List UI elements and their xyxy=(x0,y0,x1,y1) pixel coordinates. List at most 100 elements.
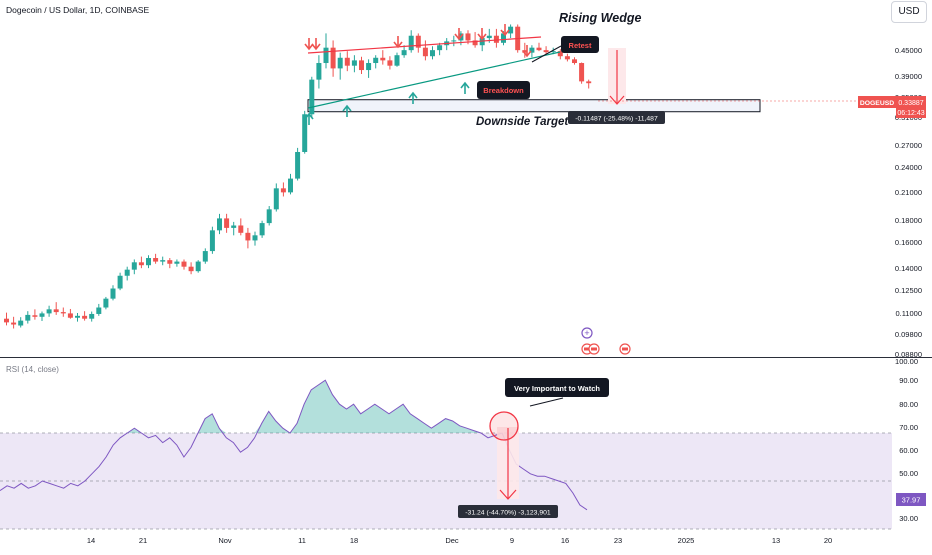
candle-body xyxy=(238,225,244,233)
candle-body xyxy=(153,258,159,262)
measure-label-box xyxy=(568,111,665,124)
price-tick-label: 0.14000 xyxy=(895,264,922,273)
candle-body xyxy=(465,33,471,41)
candle-body xyxy=(451,40,457,42)
candle-body xyxy=(422,47,428,57)
ticker-tag: DOGEUSD xyxy=(860,100,894,107)
candle-body xyxy=(82,315,88,319)
candle-body xyxy=(174,261,180,264)
candle-body xyxy=(479,38,485,46)
candle-body xyxy=(4,318,9,323)
candle-body xyxy=(188,266,194,272)
last-price-box xyxy=(896,96,926,118)
candle-body xyxy=(522,50,528,53)
candle-body xyxy=(75,315,80,318)
candle-body xyxy=(266,209,272,224)
candle-body xyxy=(486,35,492,39)
candle-body xyxy=(67,313,73,318)
rsi-measure-label-box xyxy=(458,505,558,518)
candle-body xyxy=(217,218,222,231)
time-tick-label: 9 xyxy=(510,536,514,545)
price-tick-label: 0.39000 xyxy=(895,72,922,81)
candle-body xyxy=(543,50,549,53)
candle-body xyxy=(181,261,187,267)
rising-wedge-label: Rising Wedge xyxy=(559,11,641,25)
candle-body xyxy=(557,51,563,57)
candle-body xyxy=(32,315,38,317)
flag-event-glyph xyxy=(584,347,590,351)
retest-label: Retest xyxy=(569,41,592,50)
time-tick-label: 16 xyxy=(561,536,569,545)
candle-body xyxy=(195,261,201,272)
price-tick-label: 0.16000 xyxy=(895,238,922,247)
support-arrow xyxy=(342,104,352,117)
candle-body xyxy=(46,309,52,314)
time-tick-label: Dec xyxy=(445,536,459,545)
support-arrow xyxy=(304,112,314,125)
price-tick-label: 0.21000 xyxy=(895,188,922,197)
plus-event-glyph: + xyxy=(584,328,589,338)
candle-body xyxy=(295,151,301,179)
currency-button[interactable]: USD xyxy=(891,1,927,23)
candle-body xyxy=(18,320,24,326)
downside-target-zone xyxy=(307,99,761,113)
candle-body xyxy=(231,225,237,228)
price-tick-label: 0.09800 xyxy=(895,330,922,339)
candle-body xyxy=(39,313,45,317)
resistance-arrow xyxy=(477,28,487,41)
price-tick-label: 0.27000 xyxy=(895,141,922,150)
support-arrow xyxy=(408,91,418,104)
candle-body xyxy=(273,188,279,210)
resistance-arrow xyxy=(500,24,510,37)
candle-body xyxy=(110,288,116,299)
price-tick-label: 0.12500 xyxy=(895,286,922,295)
flag-event-glyph xyxy=(591,347,597,351)
time-tick-label: 18 xyxy=(350,536,358,545)
price-tick-label: 0.11000 xyxy=(895,309,922,318)
retest-label-box xyxy=(561,36,599,53)
candle-body xyxy=(394,55,400,66)
rsi-value-box xyxy=(896,493,926,506)
price-tick-label: 0.08800 xyxy=(895,350,922,359)
wedge-upper-line xyxy=(307,36,542,54)
rsi-measure-arrowhead xyxy=(499,489,517,500)
candle-body xyxy=(11,322,17,325)
candle-body xyxy=(344,57,350,66)
candle-body xyxy=(323,47,329,64)
measure-label: -0.11487 (-25.48%) -11,487 xyxy=(575,116,658,123)
candle-body xyxy=(202,251,208,262)
time-tick-label: 11 xyxy=(298,536,306,545)
rsi-tick-label: 30.00 xyxy=(899,514,918,523)
support-arrow xyxy=(460,81,470,94)
rsi-note-pointer xyxy=(529,397,564,407)
countdown-value: 06:12:43 xyxy=(897,110,924,117)
candle-body xyxy=(167,260,173,264)
time-tick-label: 21 xyxy=(139,536,147,545)
candle-body xyxy=(408,35,414,51)
rsi-note-box xyxy=(505,378,609,397)
candle-body xyxy=(146,258,151,266)
candle-body xyxy=(359,60,364,71)
candle-body xyxy=(564,56,570,60)
rsi-measure-label: -31.24 (-44.70%) -3,123,901 xyxy=(465,510,551,517)
candle-body xyxy=(224,218,230,228)
candle-body xyxy=(401,50,407,56)
plus-event-icon[interactable] xyxy=(581,327,593,339)
candle-body xyxy=(245,232,251,241)
candle-body xyxy=(209,230,215,252)
resistance-arrow xyxy=(304,38,314,51)
rsi-tick-label: 80.00 xyxy=(899,400,918,409)
rsi-tick-label: 100.00 xyxy=(895,357,918,366)
candle-body xyxy=(337,57,343,69)
symbol-title: Dogecoin / US Dollar, 1D, COINBASE xyxy=(6,5,149,15)
candle-body xyxy=(536,47,542,51)
flag-event-glyph xyxy=(622,347,628,351)
candle-body xyxy=(529,47,535,53)
resistance-arrow xyxy=(454,28,464,41)
candle-body xyxy=(572,59,577,64)
candle-body xyxy=(259,223,265,236)
ticker-tag-box xyxy=(858,96,896,108)
candle-body xyxy=(124,269,130,276)
rsi-line xyxy=(0,379,588,511)
candle-body xyxy=(53,309,59,313)
